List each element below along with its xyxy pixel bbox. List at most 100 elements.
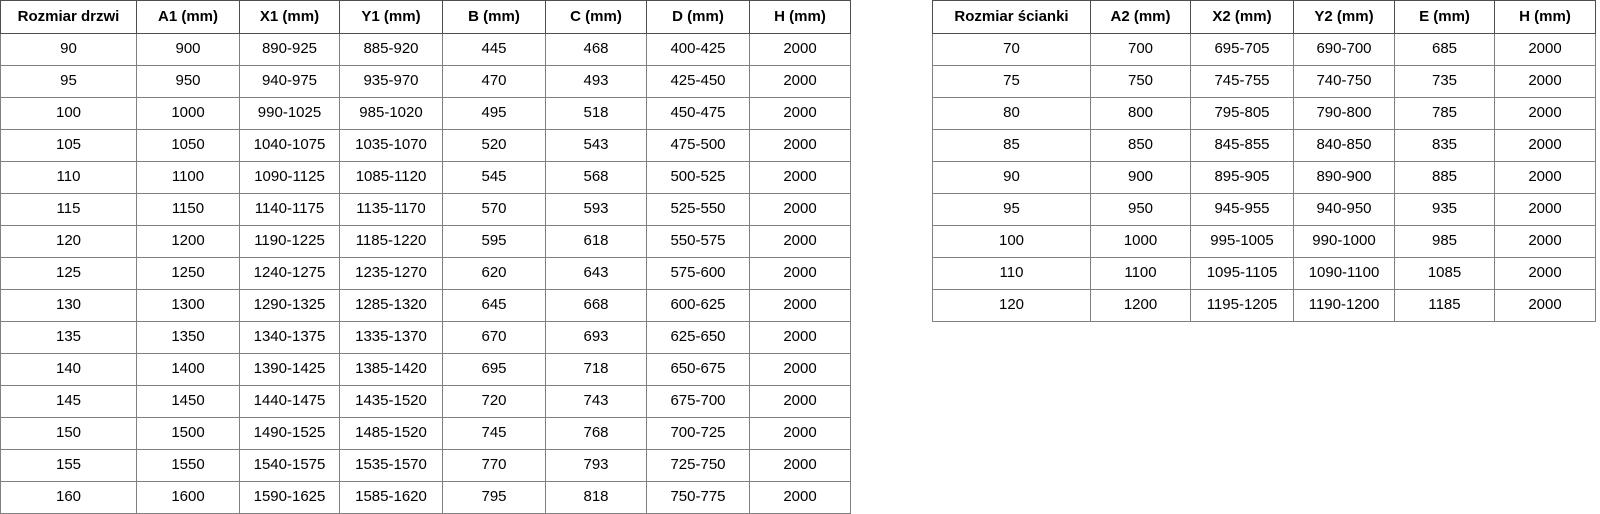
wall-cell-r4-c5: 2000 (1494, 161, 1596, 194)
wall-cell-r6-c3: 990-1000 (1293, 225, 1395, 258)
wall-cell-r7-c3: 1090-1100 (1293, 257, 1395, 290)
table-row: 120 1200 1195-1205 1190-1200 1185 2000 (932, 289, 1596, 322)
wall-cell-r6-c2: 995-1005 (1190, 225, 1294, 258)
door-cell-r3-c5: 543 (545, 129, 647, 162)
wall-cell-r4-c3: 890-900 (1293, 161, 1395, 194)
door-cell-r2-c7: 2000 (749, 97, 851, 130)
table-row: 140 1400 1390-1425 1385-1420 695 718 650-675 20… (0, 353, 851, 386)
door-cell-r1-c3: 935-970 (339, 65, 443, 98)
door-cell-r13-c7: 2000 (749, 449, 851, 482)
wall-column-header-2: X2 (mm) (1190, 0, 1294, 34)
door-cell-r1-c2: 940-975 (239, 65, 340, 98)
door-cell-r4-c2: 1090-1125 (239, 161, 340, 194)
wall-cell-r3-c1: 850 (1090, 129, 1191, 162)
wall-cell-r6-c4: 985 (1394, 225, 1495, 258)
door-cell-r12-c6: 700-725 (646, 417, 750, 450)
wall-cell-r7-c4: 1085 (1394, 257, 1495, 290)
door-cell-r2-c2: 990-1025 (239, 97, 340, 130)
door-cell-r7-c6: 575-600 (646, 257, 750, 290)
wall-cell-r1-c2: 745-755 (1190, 65, 1294, 98)
door-cell-r4-c4: 545 (442, 161, 546, 194)
table-row: 105 1050 1040-1075 1035-1070 520 543 475-500 20… (0, 129, 851, 162)
door-cell-r14-c3: 1585-1620 (339, 481, 443, 514)
wall-cell-r7-c2: 1095-1105 (1190, 257, 1294, 290)
table-row: 145 1450 1440-1475 1435-1520 720 743 675-700 20… (0, 385, 851, 418)
wall-cell-r5-c0: 95 (932, 193, 1091, 226)
door-cell-r6-c3: 1185-1220 (339, 225, 443, 258)
wall-size-table: Rozmiar ścianki A2 (mm) X2 (mm) Y2 (mm) E (m… (932, 0, 1596, 322)
door-cell-r0-c6: 400-425 (646, 33, 750, 66)
door-cell-r5-c1: 1150 (136, 193, 240, 226)
wall-cell-r4-c1: 900 (1090, 161, 1191, 194)
door-cell-r5-c7: 2000 (749, 193, 851, 226)
door-column-header-1: A1 (mm) (136, 0, 240, 34)
wall-cell-r5-c5: 2000 (1494, 193, 1596, 226)
wall-cell-r5-c1: 950 (1090, 193, 1191, 226)
door-cell-r14-c6: 750-775 (646, 481, 750, 514)
wall-cell-r1-c5: 2000 (1494, 65, 1596, 98)
wall-cell-r4-c4: 885 (1394, 161, 1495, 194)
door-cell-r10-c7: 2000 (749, 353, 851, 386)
door-column-header-3: Y1 (mm) (339, 0, 443, 34)
door-cell-r9-c2: 1340-1375 (239, 321, 340, 354)
door-cell-r13-c4: 770 (442, 449, 546, 482)
wall-cell-r0-c0: 70 (932, 33, 1091, 66)
wall-cell-r2-c4: 785 (1394, 97, 1495, 130)
door-cell-r7-c0: 125 (0, 257, 137, 290)
wall-cell-r6-c5: 2000 (1494, 225, 1596, 258)
door-cell-r2-c6: 450-475 (646, 97, 750, 130)
door-cell-r5-c5: 593 (545, 193, 647, 226)
door-cell-r9-c6: 625-650 (646, 321, 750, 354)
door-cell-r6-c5: 618 (545, 225, 647, 258)
door-cell-r3-c2: 1040-1075 (239, 129, 340, 162)
door-cell-r1-c4: 470 (442, 65, 546, 98)
door-cell-r11-c5: 743 (545, 385, 647, 418)
table-row: 130 1300 1290-1325 1285-1320 645 668 600-625 20… (0, 289, 851, 322)
wall-cell-r3-c5: 2000 (1494, 129, 1596, 162)
door-cell-r1-c7: 2000 (749, 65, 851, 98)
wall-cell-r7-c0: 110 (932, 257, 1091, 290)
door-cell-r14-c0: 160 (0, 481, 137, 514)
wall-cell-r7-c5: 2000 (1494, 257, 1596, 290)
door-cell-r8-c5: 668 (545, 289, 647, 322)
door-cell-r3-c0: 105 (0, 129, 137, 162)
door-cell-r12-c3: 1485-1520 (339, 417, 443, 450)
door-cell-r11-c4: 720 (442, 385, 546, 418)
door-cell-r2-c1: 1000 (136, 97, 240, 130)
door-cell-r13-c6: 725-750 (646, 449, 750, 482)
wall-cell-r2-c2: 795-805 (1190, 97, 1294, 130)
door-cell-r14-c1: 1600 (136, 481, 240, 514)
wall-column-header-4: E (mm) (1394, 0, 1495, 34)
table-row: 85 850 845-855 840-850 835 2000 (932, 129, 1596, 162)
door-cell-r10-c0: 140 (0, 353, 137, 386)
door-column-header-5: C (mm) (545, 0, 647, 34)
door-cell-r12-c0: 150 (0, 417, 137, 450)
door-cell-r8-c6: 600-625 (646, 289, 750, 322)
door-cell-r12-c1: 1500 (136, 417, 240, 450)
wall-cell-r5-c4: 935 (1394, 193, 1495, 226)
door-cell-r7-c3: 1235-1270 (339, 257, 443, 290)
door-cell-r0-c4: 445 (442, 33, 546, 66)
door-cell-r13-c0: 155 (0, 449, 137, 482)
table-row: 90 900 895-905 890-900 885 2000 (932, 161, 1596, 194)
door-cell-r1-c1: 950 (136, 65, 240, 98)
door-cell-r0-c0: 90 (0, 33, 137, 66)
door-cell-r6-c1: 1200 (136, 225, 240, 258)
door-cell-r3-c1: 1050 (136, 129, 240, 162)
door-cell-r11-c1: 1450 (136, 385, 240, 418)
wall-cell-r0-c3: 690-700 (1293, 33, 1395, 66)
door-cell-r4-c3: 1085-1120 (339, 161, 443, 194)
wall-column-header-1: A2 (mm) (1090, 0, 1191, 34)
door-cell-r6-c6: 550-575 (646, 225, 750, 258)
door-cell-r8-c4: 645 (442, 289, 546, 322)
wall-cell-r3-c2: 845-855 (1190, 129, 1294, 162)
wall-cell-r4-c0: 90 (932, 161, 1091, 194)
door-cell-r7-c1: 1250 (136, 257, 240, 290)
wall-cell-r8-c4: 1185 (1394, 289, 1495, 322)
door-cell-r11-c7: 2000 (749, 385, 851, 418)
door-cell-r5-c3: 1135-1170 (339, 193, 443, 226)
door-cell-r0-c3: 885-920 (339, 33, 443, 66)
table-row: 90 900 890-925 885-920 445 468 400-425 2000 (0, 33, 851, 66)
door-cell-r7-c7: 2000 (749, 257, 851, 290)
